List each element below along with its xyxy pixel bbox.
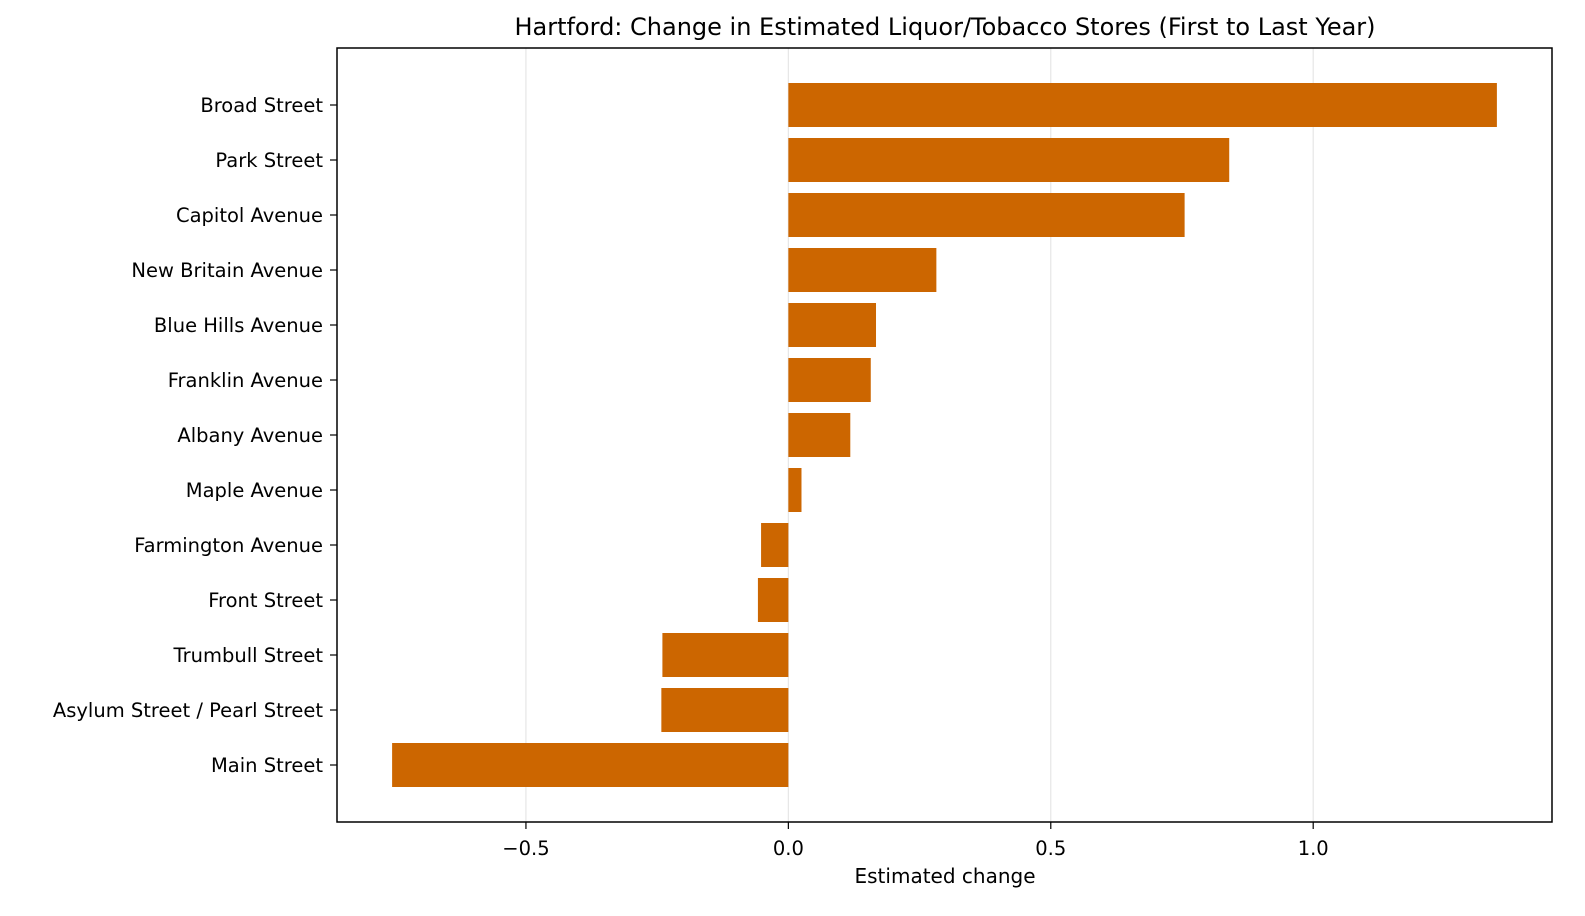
- bar: [392, 743, 789, 787]
- bar: [788, 303, 877, 347]
- x-tick-label: 1.0: [1298, 837, 1329, 860]
- bar: [662, 633, 789, 677]
- y-tick-label: Asylum Street / Pearl Street: [53, 699, 323, 722]
- x-axis-label: Estimated change: [855, 864, 1036, 888]
- bars: [392, 83, 1497, 787]
- x-axis-ticks: −0.5 0.0 0.5 1.0: [502, 822, 1329, 860]
- bar: [661, 688, 789, 732]
- bar: [788, 358, 871, 402]
- x-tick-label: 0.5: [1035, 837, 1066, 860]
- y-tick-label: Franklin Avenue: [168, 369, 323, 392]
- bar: [761, 523, 789, 567]
- y-axis-ticks: Broad Street Park Street Capitol Avenue New…: [53, 94, 337, 777]
- x-tick-label: −0.5: [502, 837, 549, 860]
- bar: [788, 138, 1230, 182]
- y-tick-label: Maple Avenue: [186, 479, 323, 502]
- chart-title: Hartford: Change in Estimated Liquor/Tob…: [514, 13, 1375, 41]
- y-tick-label: Capitol Avenue: [176, 204, 323, 227]
- y-tick-label: New Britain Avenue: [131, 259, 323, 282]
- bar: [757, 578, 789, 622]
- bar: [788, 468, 802, 512]
- y-tick-label: Trumbull Street: [173, 644, 324, 667]
- x-tick-label: 0.0: [773, 837, 804, 860]
- y-tick-label: Farmington Avenue: [134, 534, 323, 557]
- bar: [788, 83, 1497, 127]
- bar: [788, 248, 937, 292]
- bar: [788, 193, 1185, 237]
- y-tick-label: Park Street: [215, 149, 323, 172]
- y-tick-label: Albany Avenue: [177, 424, 323, 447]
- y-tick-label: Main Street: [211, 754, 323, 777]
- y-tick-label: Broad Street: [200, 94, 323, 117]
- bar: [788, 413, 851, 457]
- y-tick-label: Front Street: [208, 589, 323, 612]
- y-tick-label: Blue Hills Avenue: [154, 314, 323, 337]
